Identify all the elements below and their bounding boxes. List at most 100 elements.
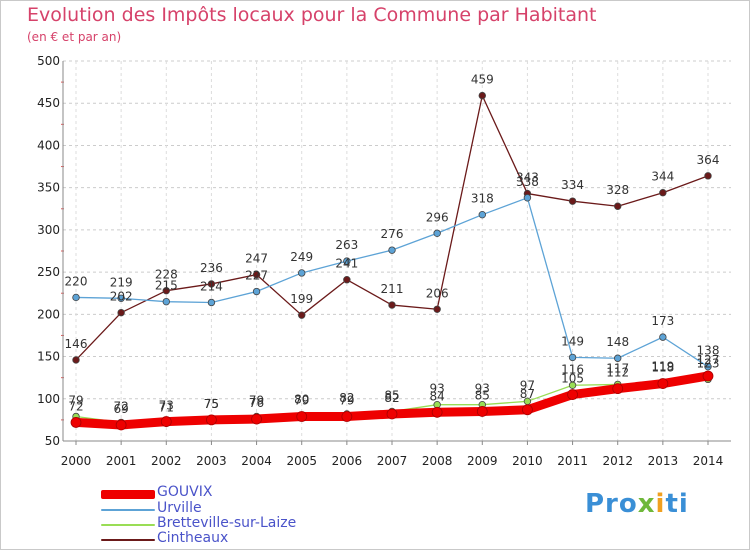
logo-part-i: i [655,489,666,519]
data-point-gouvix [431,406,443,418]
x-tick-label: 2005 [286,454,317,468]
data-label-bretteville-sur-laize: 123 [697,356,720,370]
data-label-bretteville-sur-laize: 72 [114,399,129,413]
x-tick-label: 2006 [332,454,363,468]
data-label-bretteville-sur-laize: 93 [475,382,490,396]
y-tick-label: 400 [37,138,60,152]
data-label-cintheaux: 247 [245,252,268,266]
data-label-gouvix: 87 [520,387,535,401]
legend-swatch-bretteville [101,524,155,526]
data-label-gouvix: 69 [114,402,129,416]
data-label-gouvix: 118 [651,361,674,375]
data-label-cintheaux: 328 [606,183,629,197]
data-point-gouvix [702,370,714,382]
x-tick-label: 2014 [693,454,724,468]
x-tick-label: 2002 [151,454,182,468]
legend-swatch-cintheaux [101,539,155,541]
data-point-gouvix [251,413,262,425]
legend-item-urville: Urville [101,500,361,518]
data-label-gouvix: 76 [249,396,264,410]
data-point-gouvix [476,406,488,417]
data-label-urville: 215 [155,279,178,293]
data-point-urville [704,362,712,371]
data-label-urville: 249 [290,250,313,264]
legend-label-gouvix: GOUVIX [157,484,213,500]
data-label-urville: 318 [471,192,494,206]
data-label-gouvix: 73 [159,399,174,413]
data-point-cintheaux [388,301,396,309]
data-point-urville [72,293,80,302]
data-point-cintheaux [252,270,261,279]
data-label-urville: 214 [200,280,223,294]
data-label-gouvix: 112 [606,366,629,380]
data-point-urville [298,269,306,277]
data-label-bretteville-sur-laize: 119 [651,360,674,374]
data-label-urville: 296 [426,210,449,224]
data-label-bretteville-sur-laize: 71 [159,400,174,414]
data-label-urville: 149 [561,334,584,348]
data-point-gouvix [522,404,533,416]
y-tick-label: 100 [37,392,60,406]
data-point-cintheaux [478,91,486,100]
data-point-gouvix [341,411,353,422]
data-label-urville: 263 [335,238,358,252]
data-point-cintheaux [704,172,712,180]
data-label-cintheaux: 206 [426,286,449,300]
proxiti-logo: Proxiti [585,489,689,519]
logo-part-pro: Pro [585,489,638,519]
data-point-urville [523,194,532,202]
legend-label-cintheaux: Cintheaux [157,530,229,546]
data-label-urville: 220 [65,274,88,288]
data-label-bretteville-sur-laize: 80 [294,393,309,407]
data-label-cintheaux: 364 [697,153,720,167]
x-tick-label: 2009 [467,454,498,468]
data-point-cintheaux [614,202,622,210]
legend-label-bretteville: Bretteville-sur-Laize [157,515,297,531]
data-label-cintheaux: 202 [110,290,133,304]
data-label-bretteville-sur-laize: 82 [339,391,354,405]
data-point-cintheaux [72,356,80,364]
data-label-bretteville-sur-laize: 116 [561,362,584,376]
data-label-urville: 276 [381,227,404,241]
chart-title: Evolution des Impôts locaux pour la Comm… [27,4,597,26]
data-label-cintheaux: 199 [290,292,313,306]
x-tick-label: 2004 [241,454,272,468]
x-tick-label: 2013 [648,454,679,468]
data-point-gouvix [612,383,624,395]
y-tick-label: 150 [37,350,60,364]
legend-label-urville: Urville [157,500,202,516]
data-point-urville [478,210,486,219]
legend-swatch-urville [101,509,155,511]
data-label-urville: 227 [245,269,268,283]
data-label-bretteville-sur-laize: 75 [204,397,219,411]
data-label-bretteville-sur-laize: 79 [249,394,264,408]
data-label-cintheaux: 343 [516,171,539,185]
data-label-urville: 148 [606,335,629,349]
legend-swatch-gouvix [101,490,155,499]
data-label-cintheaux: 344 [651,170,674,184]
x-tick-label: 2008 [422,454,453,468]
y-tick-label: 300 [37,223,60,237]
data-point-cintheaux [433,305,441,313]
data-point-cintheaux [343,276,351,284]
data-point-cintheaux [117,308,125,317]
data-point-gouvix [296,411,308,422]
y-tick-label: 50 [45,434,60,448]
logo-part-x: x [637,489,656,519]
data-point-urville [252,287,261,296]
logo-part-ti: ti [665,489,689,519]
data-label-bretteville-sur-laize: 93 [430,382,445,396]
data-point-cintheaux [298,311,306,319]
data-label-gouvix: 79 [339,394,354,408]
x-tick-label: 2000 [61,454,92,468]
data-point-urville [659,333,667,341]
data-label-cintheaux: 459 [471,73,494,87]
data-label-bretteville-sur-laize: 117 [606,361,629,375]
data-label-cintheaux: 334 [561,178,584,192]
data-point-urville [568,353,577,362]
data-point-gouvix [657,378,669,389]
x-tick-label: 2010 [512,454,543,468]
legend-item-cintheaux: Cintheaux [101,530,361,548]
